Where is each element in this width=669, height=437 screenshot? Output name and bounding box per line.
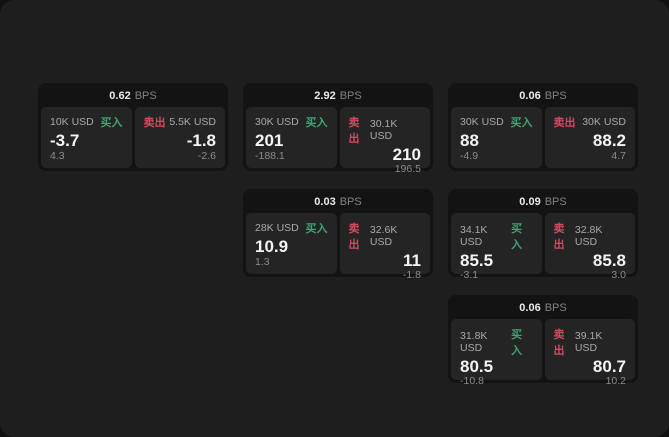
- sell-delta: 196.5: [394, 163, 421, 175]
- bps-unit-label: BPS: [544, 90, 567, 102]
- sell-quote-panel[interactable]: 卖出 39.1K USD 80.7 10.2: [544, 319, 635, 387]
- buy-delta: -3.1: [460, 269, 479, 281]
- sell-delta: 3.0: [611, 269, 626, 281]
- sell-amount: 30K USD: [582, 116, 626, 128]
- bps-header: 0.06 BPS: [451, 86, 635, 107]
- buy-price: 10.9: [255, 236, 289, 256]
- sell-side-label: 卖出: [553, 117, 576, 129]
- buy-delta: -10.8: [460, 375, 484, 387]
- buy-quote-panel[interactable]: 31.8K USD 买入 80.5 -10.8: [451, 319, 542, 387]
- sell-delta: -1.8: [402, 269, 421, 281]
- sell-delta: 10.2: [605, 375, 626, 387]
- quote-card: 0.06 BPS 31.8K USD 买入 80.5 -10.8 卖出 39.1…: [448, 295, 638, 387]
- sell-side-label: 卖出: [143, 117, 166, 129]
- buy-side-label: 买入: [511, 223, 523, 251]
- buy-quote-panel[interactable]: 10K USD 买入 -3.7 4.3: [41, 107, 132, 168]
- buy-amount: 31.8K USD: [460, 330, 488, 354]
- bps-unit-label: BPS: [339, 90, 362, 102]
- sell-amount: 32.6K USD: [369, 224, 398, 248]
- buy-quote-panel[interactable]: 34.1K USD 买入 85.5 -3.1: [451, 213, 542, 281]
- buy-delta: -188.1: [255, 150, 285, 162]
- sell-quote-panel[interactable]: 卖出 32.8K USD 85.8 3.0: [544, 213, 635, 281]
- buy-amount: 10K USD: [50, 116, 94, 128]
- buy-side-label: 买入: [305, 117, 328, 129]
- sell-quote-panel[interactable]: 卖出 5.5K USD -1.8 -2.6: [134, 107, 225, 168]
- bps-header: 0.62 BPS: [41, 86, 225, 107]
- bps-unit-label: BPS: [339, 196, 362, 208]
- buy-delta: -4.9: [460, 150, 479, 162]
- bps-value: 2.92: [314, 90, 336, 102]
- sell-quote-panel[interactable]: 卖出 30.1K USD 210 196.5: [339, 107, 430, 175]
- sell-amount: 5.5K USD: [169, 116, 216, 128]
- bps-unit-label: BPS: [134, 90, 157, 102]
- sell-side-label: 卖出: [348, 223, 360, 251]
- bps-value: 0.09: [519, 196, 541, 208]
- buy-price: 80.5: [460, 357, 494, 376]
- buy-amount: 28K USD: [255, 222, 299, 234]
- buy-delta: 4.3: [50, 150, 65, 162]
- sell-price: 11: [403, 251, 421, 270]
- bps-value: 0.62: [109, 90, 131, 102]
- bps-header: 0.03 BPS: [246, 192, 430, 213]
- bps-header: 2.92 BPS: [246, 86, 430, 107]
- bps-unit-label: BPS: [544, 196, 567, 208]
- quote-grid: 0.62 BPS 10K USD 买入 -3.7 4.3 卖出 5.5K USD: [38, 83, 638, 387]
- buy-quote-panel[interactable]: 30K USD 买入 201 -188.1: [246, 107, 337, 168]
- sell-price: 80.7: [592, 357, 626, 376]
- sell-side-label: 卖出: [348, 117, 360, 145]
- sell-delta: 4.7: [611, 150, 626, 162]
- bps-unit-label: BPS: [544, 302, 567, 314]
- sell-price: 88.2: [592, 130, 626, 150]
- buy-price: 201: [255, 130, 284, 150]
- bps-value: 0.06: [519, 302, 541, 314]
- sell-quote-panel[interactable]: 卖出 32.6K USD 11 -1.8: [339, 213, 430, 281]
- sell-side-label: 卖出: [553, 223, 565, 251]
- sell-price: -1.8: [186, 130, 216, 150]
- bps-header: 0.09 BPS: [451, 192, 635, 213]
- buy-side-label: 买入: [511, 329, 523, 357]
- bps-header: 0.06 BPS: [451, 298, 635, 319]
- buy-side-label: 买入: [510, 117, 533, 129]
- sell-price: 210: [392, 145, 421, 164]
- sell-amount: 39.1K USD: [574, 330, 603, 354]
- buy-price: -3.7: [50, 130, 80, 150]
- buy-amount: 34.1K USD: [460, 224, 488, 248]
- buy-quote-panel[interactable]: 28K USD 买入 10.9 1.3: [246, 213, 337, 274]
- sell-delta: -2.6: [197, 150, 216, 162]
- buy-quote-panel[interactable]: 30K USD 买入 88 -4.9: [451, 107, 542, 168]
- bps-value: 0.03: [314, 196, 336, 208]
- buy-amount: 30K USD: [460, 116, 504, 128]
- buy-amount: 30K USD: [255, 116, 299, 128]
- quote-card: 2.92 BPS 30K USD 买入 201 -188.1 卖出 30.1K …: [243, 83, 433, 175]
- quote-card: 0.03 BPS 28K USD 买入 10.9 1.3 卖出 32.6K US…: [243, 189, 433, 281]
- sell-quote-panel[interactable]: 卖出 30K USD 88.2 4.7: [544, 107, 635, 168]
- sell-price: 85.8: [592, 251, 626, 270]
- bps-value: 0.06: [519, 90, 541, 102]
- buy-side-label: 买入: [305, 223, 328, 235]
- sell-amount: 30.1K USD: [369, 118, 398, 142]
- quote-card: 0.62 BPS 10K USD 买入 -3.7 4.3 卖出 5.5K USD: [38, 83, 228, 171]
- buy-delta: 1.3: [255, 256, 270, 268]
- buy-price: 85.5: [460, 251, 494, 270]
- buy-price: 88: [460, 130, 479, 150]
- quote-card: 0.06 BPS 30K USD 买入 88 -4.9 卖出 30K USD: [448, 83, 638, 171]
- sell-side-label: 卖出: [553, 329, 565, 357]
- buy-side-label: 买入: [100, 117, 123, 129]
- sell-amount: 32.8K USD: [574, 224, 603, 248]
- quote-card: 0.09 BPS 34.1K USD 买入 85.5 -3.1 卖出 32.8K…: [448, 189, 638, 281]
